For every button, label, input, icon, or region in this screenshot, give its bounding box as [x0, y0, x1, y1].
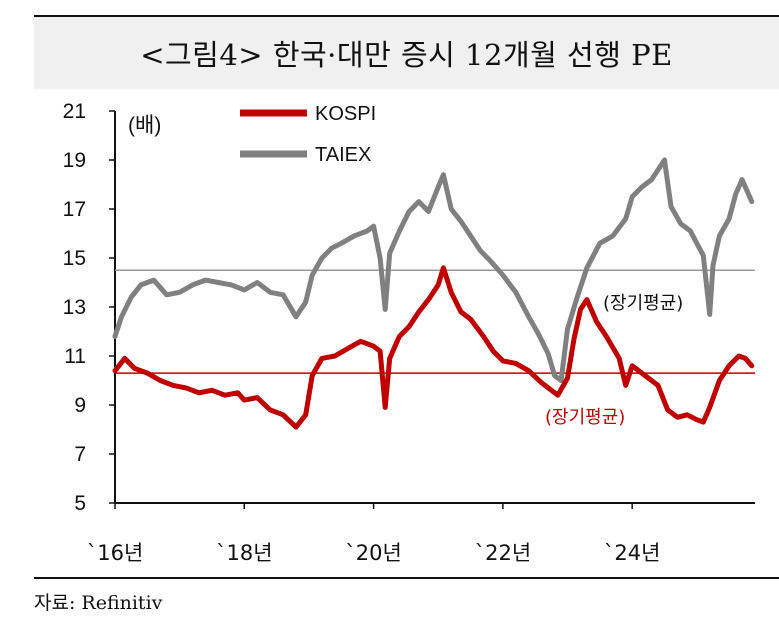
y-tick-label: 19: [63, 149, 86, 172]
chart-title: <그림4> 한국·대만 증시 12개월 선행 PE: [140, 38, 673, 72]
y-tick-label: 15: [63, 247, 86, 270]
x-ticks: `16년 `18년 `20년 `22년 `24년: [87, 503, 661, 565]
series-line-kospi: [112, 265, 755, 430]
series-lines: [112, 157, 755, 430]
x-tick-label: `16년: [87, 541, 144, 565]
series-line-taiex: [112, 157, 755, 383]
x-tick-label: `20년: [345, 541, 402, 565]
legend: KOSPI TAIEX: [240, 103, 376, 166]
y-unit-label: (배): [128, 114, 161, 137]
legend-label-taiex: TAIEX: [315, 144, 371, 166]
legend-label-kospi: KOSPI: [315, 103, 376, 125]
y-tick-label: 5: [74, 492, 86, 515]
y-tick-label: 17: [63, 198, 86, 221]
y-tick-label: 7: [74, 443, 86, 466]
title-top-rule: [34, 15, 779, 17]
x-tick-label: `22년: [475, 541, 532, 565]
kospi-average-label: (장기평균): [545, 407, 625, 428]
y-tick-label: 13: [63, 296, 86, 319]
y-tick-label: 11: [64, 345, 86, 368]
title-bar: <그림4> 한국·대만 증시 12개월 선행 PE: [34, 17, 779, 89]
x-tick-label: `18년: [216, 541, 273, 565]
source-note: 자료: Refinitiv: [34, 592, 163, 614]
x-tick-label: `24년: [604, 541, 661, 565]
taiex-average-label: (장기평균): [603, 293, 683, 314]
y-tick-label: 21: [63, 100, 86, 123]
bottom-rule: [34, 577, 779, 579]
reference-lines: (장기평균) (장기평균): [115, 269, 755, 428]
y-tick-label: 9: [74, 394, 86, 417]
y-ticks: 5 7 9 11 13 15 17 19 21: [63, 100, 115, 515]
